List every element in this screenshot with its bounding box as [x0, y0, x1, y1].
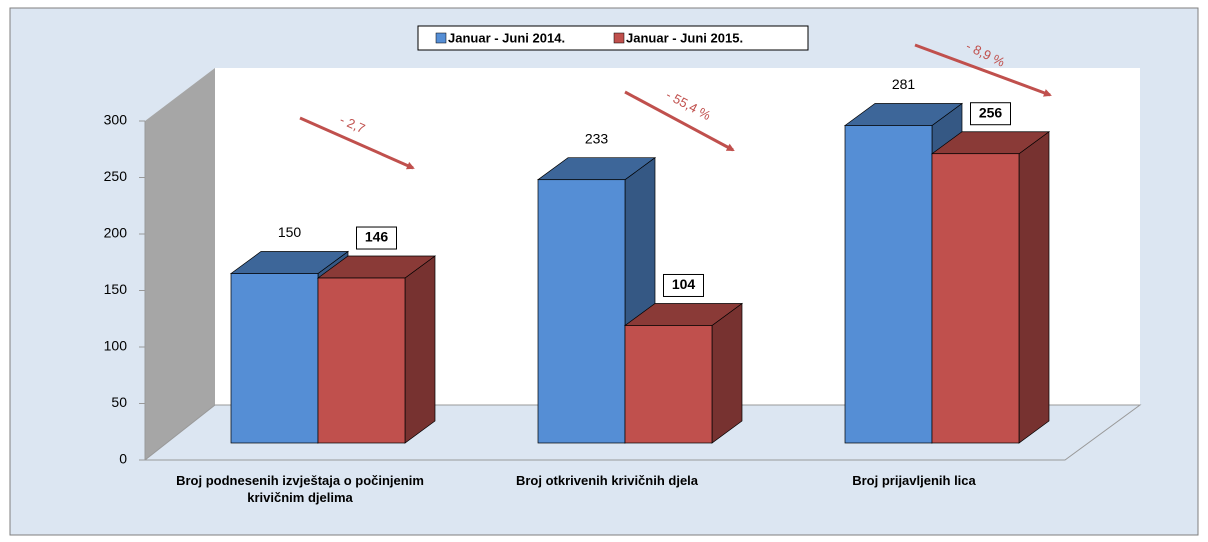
bar-front [931, 153, 1020, 444]
value-label: 233 [585, 130, 609, 146]
value-label-box [356, 226, 397, 250]
y-tick-label: 50 [111, 394, 127, 410]
value-label-box [970, 102, 1011, 126]
value-label: 281 [892, 76, 916, 92]
annotation-arrow [914, 43, 1052, 97]
bar-side [1018, 131, 1050, 444]
value-label: 256 [979, 104, 1003, 120]
bar-front [624, 325, 713, 444]
legend-swatch [613, 32, 625, 44]
floor [143, 404, 1142, 461]
legend-swatch [435, 32, 447, 44]
side-wall [145, 68, 215, 460]
value-label: 104 [672, 276, 696, 292]
y-tick-label: 0 [119, 451, 127, 467]
y-tick-label: 300 [104, 112, 128, 128]
legend [417, 25, 809, 51]
bar-front [537, 179, 626, 444]
x-tick-label: Broj podnesenih izvještaja o počinjenim … [176, 473, 424, 505]
value-label-box [663, 273, 704, 297]
y-tick-label: 250 [104, 168, 128, 184]
y-tick-label: 200 [104, 225, 128, 241]
bar [316, 255, 437, 444]
annotation-arrow [624, 90, 735, 152]
value-label: 150 [278, 224, 302, 240]
value-label: 146 [365, 229, 389, 245]
bar [930, 131, 1051, 444]
bar-side [404, 255, 436, 444]
annotation-arrow [299, 116, 415, 170]
legend-label: Januar - Juni 2014. [448, 30, 565, 45]
bar-front [317, 277, 406, 444]
legend-label: Januar - Juni 2015. [626, 30, 743, 45]
x-tick-label: Broj otkrivenih krivičnih djela [515, 473, 699, 488]
y-tick-label: 150 [104, 281, 128, 297]
bar-front [844, 125, 933, 444]
x-tick-label: Broj prijavljenih lica [852, 473, 976, 488]
bar-side [711, 302, 743, 444]
bar-front [230, 273, 319, 444]
y-tick-label: 100 [104, 338, 128, 354]
bar [623, 302, 744, 444]
